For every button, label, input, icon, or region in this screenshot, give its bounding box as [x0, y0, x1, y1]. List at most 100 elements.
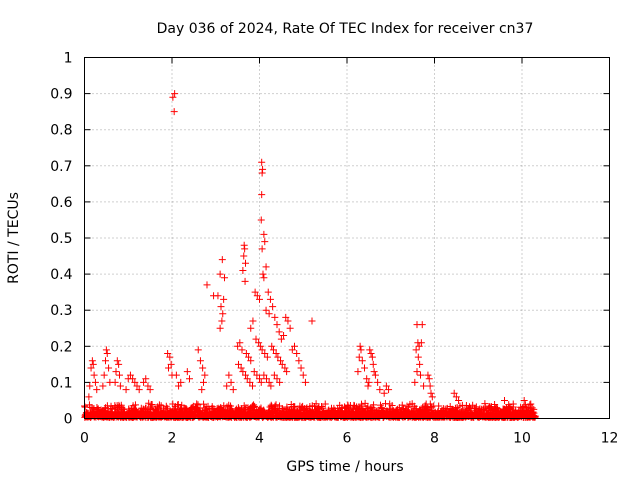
data-point — [144, 382, 152, 390]
data-point — [321, 400, 329, 408]
data-point — [91, 378, 99, 386]
data-point — [380, 389, 388, 397]
data-point — [249, 382, 256, 390]
data-point — [242, 259, 249, 267]
data-point — [88, 357, 96, 365]
data-point — [417, 371, 424, 379]
data-point — [295, 357, 303, 365]
data-point — [241, 277, 249, 285]
data-point — [528, 404, 536, 412]
data-point — [100, 371, 108, 379]
data-point — [246, 378, 254, 386]
data-point — [264, 288, 272, 296]
data-point — [288, 346, 296, 354]
data-point — [308, 317, 316, 325]
data-point — [263, 353, 271, 361]
data-point — [237, 364, 245, 372]
data-point — [263, 375, 270, 383]
data-point — [85, 393, 93, 401]
data-point — [234, 342, 242, 350]
data-point — [277, 335, 285, 343]
data-point — [186, 375, 193, 383]
x-tick-label: 12 — [601, 431, 619, 447]
data-point — [370, 401, 378, 409]
data-point — [200, 378, 207, 386]
data-point — [270, 371, 278, 379]
data-point — [102, 346, 110, 354]
data-point — [87, 364, 95, 372]
data-point — [265, 310, 273, 318]
data-point — [271, 313, 279, 321]
data-point — [116, 371, 123, 379]
data-point — [297, 364, 305, 372]
data-point — [216, 324, 224, 332]
data-point — [361, 364, 368, 372]
y-tick-label: 1 — [64, 51, 73, 67]
data-point — [93, 386, 101, 394]
data-point — [256, 375, 263, 383]
data-point — [273, 321, 281, 329]
data-point — [221, 274, 228, 282]
data-point — [113, 357, 121, 365]
y-tick-label: 0.5 — [50, 231, 72, 247]
data-point — [268, 342, 276, 350]
data-point — [369, 360, 377, 368]
data-point — [217, 303, 225, 311]
data-point — [274, 353, 282, 361]
data-point — [194, 346, 202, 354]
data-point — [203, 281, 211, 289]
data-point — [235, 360, 242, 368]
axis-ticks: 0 2 4 6 8 10 12 0 0.1 0.2 0.3 0.4 0.5 0.6 0.7 0.8 0.9 1 — [50, 51, 618, 447]
data-point — [116, 382, 124, 390]
data-point — [450, 389, 458, 397]
data-point — [257, 216, 265, 224]
data-point — [452, 393, 460, 401]
data-point — [259, 270, 267, 278]
x-tick-label: 2 — [168, 431, 177, 447]
data-point — [166, 353, 174, 361]
data-point — [258, 245, 266, 253]
data-point — [105, 364, 113, 372]
data-point — [112, 368, 120, 376]
data-point — [256, 342, 264, 350]
data-point — [278, 360, 286, 368]
data-point — [531, 413, 539, 421]
data-point — [237, 405, 245, 413]
data-point — [520, 396, 528, 404]
data-point — [200, 400, 208, 408]
data-point — [218, 317, 226, 325]
data-point — [358, 357, 366, 365]
data-point — [266, 295, 274, 303]
data-point — [318, 403, 326, 411]
data-point — [417, 339, 425, 347]
data-point — [428, 393, 436, 401]
data-point — [241, 245, 249, 253]
data-point — [415, 342, 423, 350]
x-tick-label: 10 — [513, 431, 531, 447]
data-point — [251, 288, 259, 296]
data-point — [225, 371, 233, 379]
data-point — [102, 357, 109, 365]
data-point — [265, 378, 273, 386]
data-point — [382, 382, 390, 390]
data-point — [272, 401, 280, 409]
data-point — [435, 402, 443, 410]
y-tick-label: 0.2 — [50, 339, 72, 355]
data-point — [142, 375, 150, 383]
data-point — [175, 382, 183, 390]
data-point — [122, 386, 130, 394]
data-point — [239, 368, 247, 376]
data-point — [262, 263, 270, 271]
data-point — [283, 368, 291, 376]
data-point — [293, 350, 301, 358]
data-point — [527, 400, 535, 408]
data-point — [199, 364, 207, 372]
y-tick-label: 0.8 — [50, 123, 72, 139]
data-point — [87, 404, 95, 412]
data-point — [251, 402, 259, 410]
data-point — [146, 386, 154, 394]
data-point — [509, 400, 517, 408]
data-point — [276, 378, 284, 386]
data-point — [220, 295, 228, 303]
data-point — [371, 371, 379, 379]
